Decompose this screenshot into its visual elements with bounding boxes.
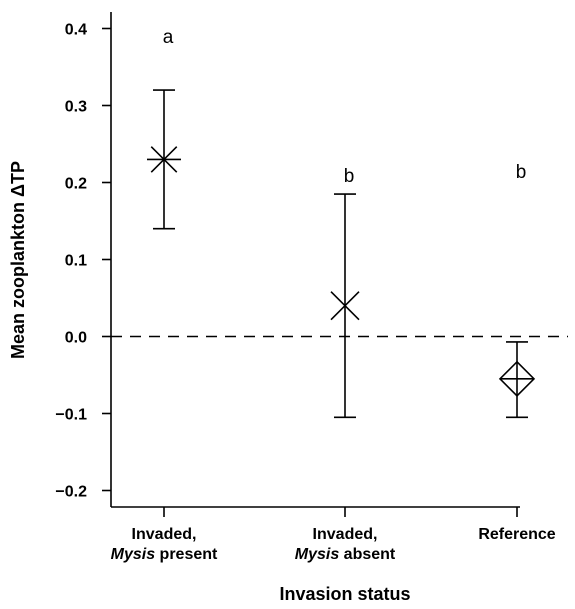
x-tick-label: Reference bbox=[478, 526, 555, 543]
y-tick-label: 0.1 bbox=[65, 253, 87, 270]
x-tick-label-line2: Mysis absent bbox=[295, 546, 396, 563]
x-axis-ticks: Invaded, Mysis present Invaded, Mysis absen… bbox=[111, 507, 556, 563]
y-tick-label: −0.1 bbox=[55, 407, 87, 424]
x-tick-label-line2: Mysis present bbox=[111, 546, 218, 563]
y-tick-label: 0.4 bbox=[65, 22, 87, 39]
x-tick-label: Invaded, bbox=[313, 526, 378, 543]
significance-letter: a bbox=[163, 27, 174, 48]
marker-diamond bbox=[498, 360, 536, 397]
y-axis-ticks: 0.4 0.3 0.2 0.1 0.0 −0.1 −0.2 bbox=[55, 22, 111, 501]
marker-line bbox=[330, 291, 360, 321]
significance-letter: b bbox=[516, 162, 527, 183]
y-axis-title: Mean zooplankton ΔTP bbox=[8, 161, 28, 359]
marker-line bbox=[150, 146, 178, 173]
y-tick-label: 0.3 bbox=[65, 99, 87, 116]
data-point: a bbox=[147, 27, 181, 230]
x-axis-title: Invasion status bbox=[279, 584, 410, 604]
data-point: b bbox=[330, 166, 360, 419]
y-tick-label: 0.2 bbox=[65, 176, 87, 193]
data-points: a b b bbox=[147, 27, 536, 419]
y-tick-label: 0.0 bbox=[65, 330, 87, 347]
y-tick-label: −0.2 bbox=[55, 484, 87, 501]
significance-letter: b bbox=[344, 166, 355, 187]
data-point: b bbox=[498, 162, 536, 419]
x-tick-label: Invaded, bbox=[132, 526, 197, 543]
